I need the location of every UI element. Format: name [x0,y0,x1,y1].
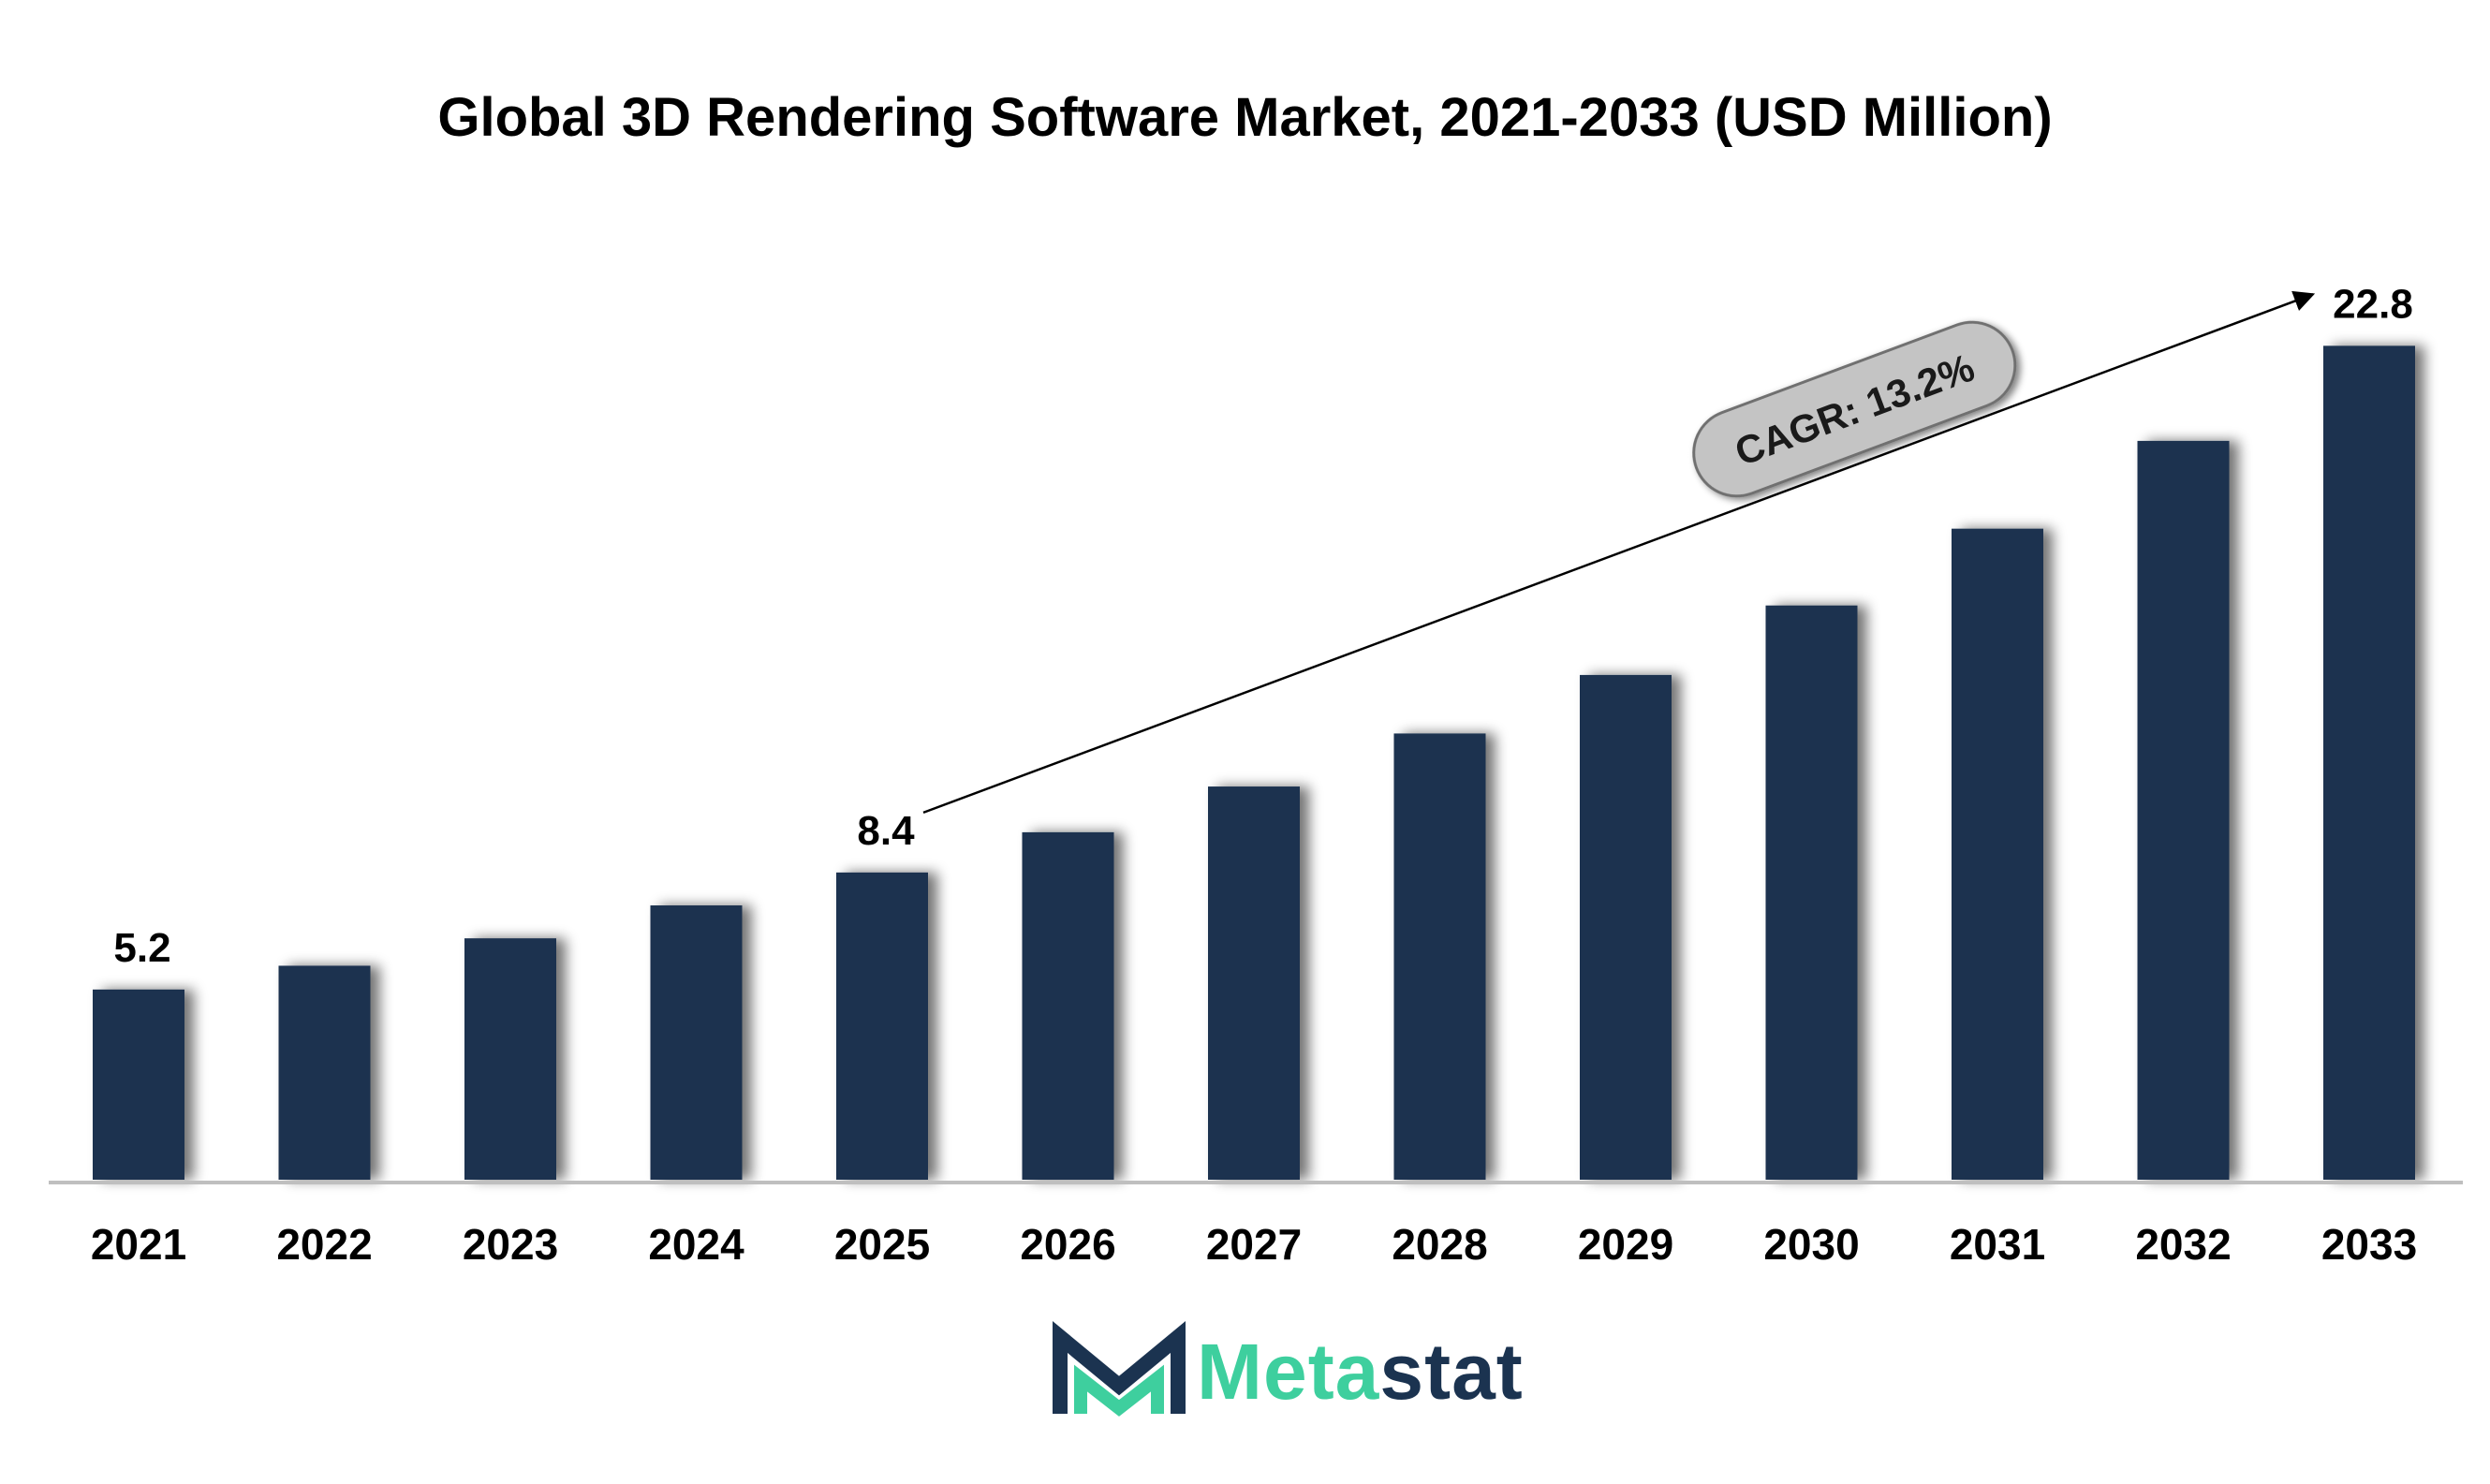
x-tick-label-2027: 2027 [1206,1220,1302,1269]
x-tick-label-2030: 2030 [1763,1220,1859,1269]
x-tick-label-2022: 2022 [276,1220,372,1269]
metastat-m-logo-icon [1053,1321,1186,1417]
bar-2028 [1393,733,1486,1180]
x-tick-label-2024: 2024 [648,1220,744,1269]
bars-layer [93,345,2415,1180]
x-tick-label-2031: 2031 [1950,1220,2045,1269]
bar-2031 [1952,528,2043,1180]
bar-2027 [1208,786,1300,1180]
brand-name-part1: Meta [1197,1327,1380,1416]
x-tick-label-2023: 2023 [463,1220,558,1269]
cagr-badge-background [1692,320,2017,498]
x-axis-ticks: 2021 2022 2023 2024 2025 2026 2027 2028 2029 2030… [91,1220,2417,1269]
bar-2023 [464,938,556,1180]
data-label-2021: 5.2 [113,925,170,971]
bar-2032 [2137,440,2230,1180]
data-label-2033: 22.8 [2333,281,2413,327]
bar-2030 [1765,605,1858,1180]
x-tick-label-2029: 2029 [1578,1220,1673,1269]
data-labels: 5.2 8.4 22.8 [113,281,2412,971]
x-tick-label-2026: 2026 [1020,1220,1115,1269]
cagr-arrow [922,290,2316,815]
brand-name-part2: stat [1379,1327,1524,1416]
data-label-2025: 8.4 [857,808,915,854]
bar-2026 [1022,831,1114,1180]
x-tick-label-2032: 2032 [2135,1220,2231,1269]
bar-2029 [1580,674,1672,1180]
cagr-badge: CAGR: 13.2% [1692,320,2017,498]
chart-title: Global 3D Rendering Software Market, 202… [437,87,2053,148]
bar-2033 [2323,345,2415,1180]
bar-2022 [278,965,371,1180]
bar-2025 [836,872,928,1180]
x-tick-label-2025: 2025 [834,1220,930,1269]
x-tick-label-2028: 2028 [1392,1220,1487,1269]
x-tick-label-2033: 2033 [2321,1220,2417,1269]
metastat-logo: Metastat [1049,1320,1524,1423]
x-tick-label-2021: 2021 [91,1220,186,1269]
bar-2024 [650,905,743,1180]
bar-2021 [93,989,184,1180]
